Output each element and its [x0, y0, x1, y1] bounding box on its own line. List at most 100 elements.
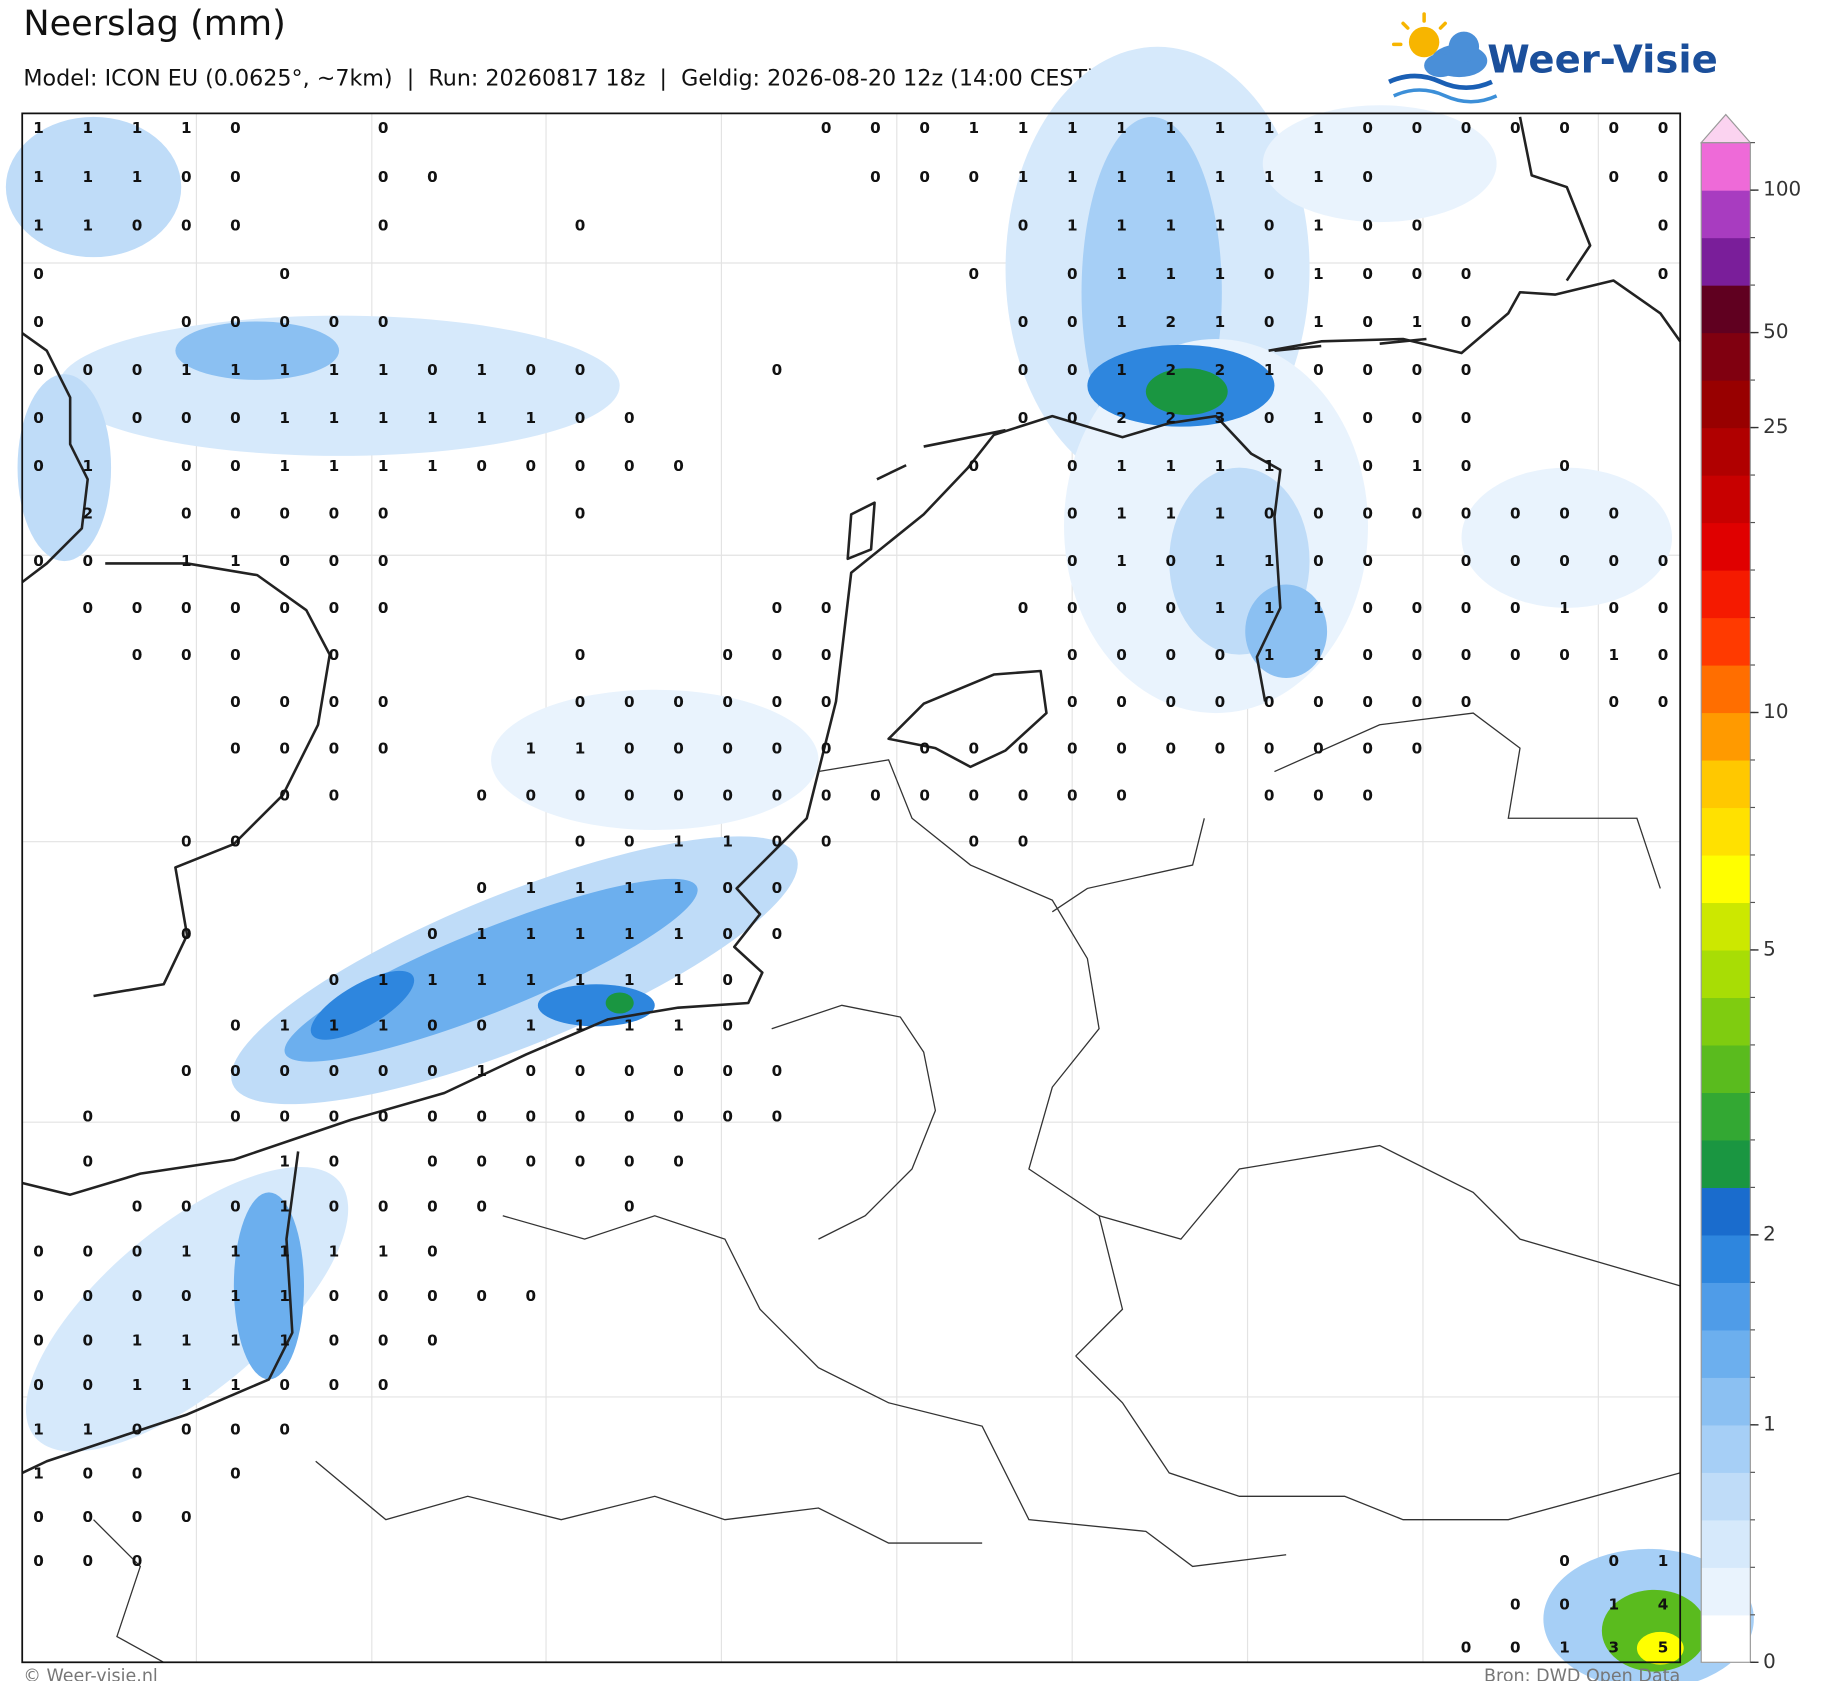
grid-value: 0: [230, 1107, 241, 1125]
grid-value: 0: [821, 833, 832, 851]
grid-value: 1: [1264, 361, 1275, 379]
colorbar-tick-label: 100: [1763, 178, 1801, 201]
grid-value: 1: [1215, 599, 1226, 617]
grid-value: 0: [33, 1287, 44, 1305]
grid-value: 1: [526, 740, 537, 758]
colorbar-segment: [1701, 522, 1751, 571]
grid-value: 0: [1658, 599, 1669, 617]
footer-right: Bron: DWD Open Data: [1484, 1666, 1680, 1681]
grid-value: 0: [1412, 409, 1423, 427]
grid-value: 0: [132, 409, 143, 427]
grid-value: 0: [132, 216, 143, 234]
grid-value: 0: [132, 1198, 143, 1216]
grid-value: 0: [1608, 693, 1619, 711]
grid-value: 1: [1215, 216, 1226, 234]
grid-value: 0: [230, 409, 241, 427]
grid-value: 0: [230, 216, 241, 234]
grid-value: 0: [33, 1552, 44, 1570]
grid-value: 0: [1362, 786, 1373, 804]
grid-value: 0: [673, 786, 684, 804]
grid-value: 0: [1067, 409, 1078, 427]
grid-value: 1: [1215, 552, 1226, 570]
grid-value: 0: [181, 599, 192, 617]
grid-value: 1: [575, 879, 586, 897]
grid-value: 0: [1018, 786, 1029, 804]
grid-value: 0: [230, 119, 241, 137]
grid-value: 0: [772, 1107, 783, 1125]
grid-value: 0: [1215, 693, 1226, 711]
grid-value: 0: [1067, 599, 1078, 617]
grid-value: 0: [230, 168, 241, 186]
grid-value: 0: [230, 693, 241, 711]
grid-value: 1: [33, 119, 44, 137]
grid-value: 0: [1362, 646, 1373, 664]
grid-value: 0: [772, 1062, 783, 1080]
grid-value: 0: [279, 1062, 290, 1080]
grid-value: 0: [33, 409, 44, 427]
grid-value: 0: [329, 1376, 340, 1394]
grid-value: 1: [673, 925, 684, 943]
grid-value: 1: [132, 1332, 143, 1350]
grid-value: 0: [329, 786, 340, 804]
grid-value: 0: [673, 740, 684, 758]
grid-value: 0: [83, 1107, 94, 1125]
grid-value: 1: [1215, 119, 1226, 137]
grid-value: 1: [279, 1153, 290, 1171]
colorbar-segment: [1701, 712, 1751, 761]
grid-value: 0: [624, 693, 635, 711]
grid-value: 0: [279, 552, 290, 570]
grid-value: 0: [575, 1107, 586, 1125]
grid-value: 0: [1067, 504, 1078, 522]
grid-value: 0: [1264, 786, 1275, 804]
grid-value: 0: [575, 457, 586, 475]
grid-value: 0: [1510, 119, 1521, 137]
grid-value: 3: [1608, 1639, 1619, 1657]
grid-value: 1: [1313, 216, 1324, 234]
grid-value: 0: [83, 599, 94, 617]
grid-value: 0: [1362, 119, 1373, 137]
colorbar-segment: [1701, 949, 1751, 999]
grid-value: 0: [230, 833, 241, 851]
grid-value: 0: [969, 786, 980, 804]
grid-value: 0: [575, 1153, 586, 1171]
grid-value: 0: [772, 599, 783, 617]
grid-value: 0: [1559, 646, 1570, 664]
grid-value: 1: [1264, 552, 1275, 570]
grid-value: 0: [181, 646, 192, 664]
grid-value: 5: [1658, 1639, 1669, 1657]
grid-value: 1: [1116, 168, 1127, 186]
grid-value: 1: [83, 216, 94, 234]
grid-value: 0: [1313, 504, 1324, 522]
grid-value: 0: [1461, 457, 1472, 475]
grid-value: 1: [33, 168, 44, 186]
grid-value: 0: [181, 168, 192, 186]
grid-value: 1: [33, 1464, 44, 1482]
grid-value: 0: [1510, 646, 1521, 664]
grid-value: 0: [83, 1464, 94, 1482]
grid-value: 0: [329, 1107, 340, 1125]
grid-value: 0: [427, 1332, 438, 1350]
grid-value: 0: [181, 504, 192, 522]
grid-value: 1: [181, 1332, 192, 1350]
grid-value: 0: [427, 1153, 438, 1171]
colorbar-segment: [1701, 1234, 1751, 1283]
grid-value: 0: [279, 1107, 290, 1125]
grid-value: 0: [1412, 646, 1423, 664]
colorbar-segment: [1701, 1092, 1751, 1141]
grid-value: 1: [378, 1243, 389, 1261]
grid-value: 0: [821, 786, 832, 804]
grid-value: 1: [1165, 457, 1176, 475]
grid-value: 1: [1116, 361, 1127, 379]
grid-value: 0: [1362, 409, 1373, 427]
grid-value: 0: [1264, 504, 1275, 522]
grid-value: 0: [1313, 740, 1324, 758]
grid-value: 0: [476, 1107, 487, 1125]
grid-value: 1: [329, 457, 340, 475]
grid-value: 0: [1264, 693, 1275, 711]
grid-value: 0: [575, 833, 586, 851]
grid-value: 1: [1658, 1552, 1669, 1570]
grid-value: 0: [132, 1243, 143, 1261]
grid-value: 0: [1461, 552, 1472, 570]
grid-value: 0: [1608, 599, 1619, 617]
colorbar-segment: [1701, 1282, 1751, 1331]
